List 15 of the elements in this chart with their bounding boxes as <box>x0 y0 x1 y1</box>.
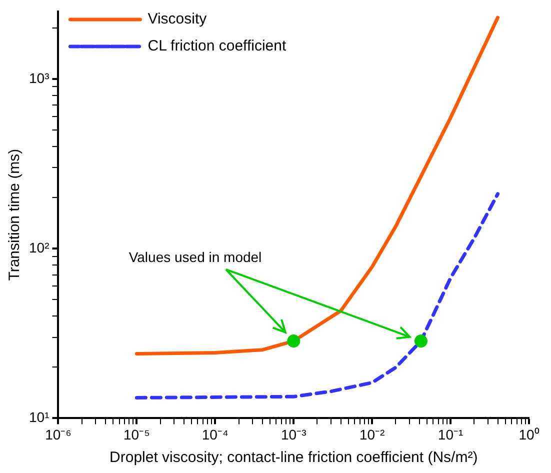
x-tick-label: 10⁻⁵ <box>124 426 150 442</box>
y-axis-title: Transition time (ms) <box>6 148 24 281</box>
x-tick-label: 10⁻³ <box>281 426 307 442</box>
y-tick-label: 10¹ <box>29 409 50 426</box>
x-tick-label: 10⁻¹ <box>438 426 464 442</box>
x-tick-label: 10⁻⁴ <box>202 426 228 442</box>
legend-label: CL friction coefficient <box>148 38 287 55</box>
x-tick-label: 10⁻⁶ <box>45 426 72 442</box>
legend-label: Viscosity <box>148 10 208 28</box>
x-tick-label: 10⁰ <box>518 426 540 442</box>
y-tick-label: 10³ <box>29 70 50 86</box>
x-axis-title: Droplet viscosity; contact-line friction coefficient (Ns/m²) <box>110 449 478 466</box>
x-tick-label: 10⁻² <box>359 426 386 442</box>
y-tick-label: 10² <box>29 239 50 256</box>
annotation: Values used in model <box>128 249 262 266</box>
